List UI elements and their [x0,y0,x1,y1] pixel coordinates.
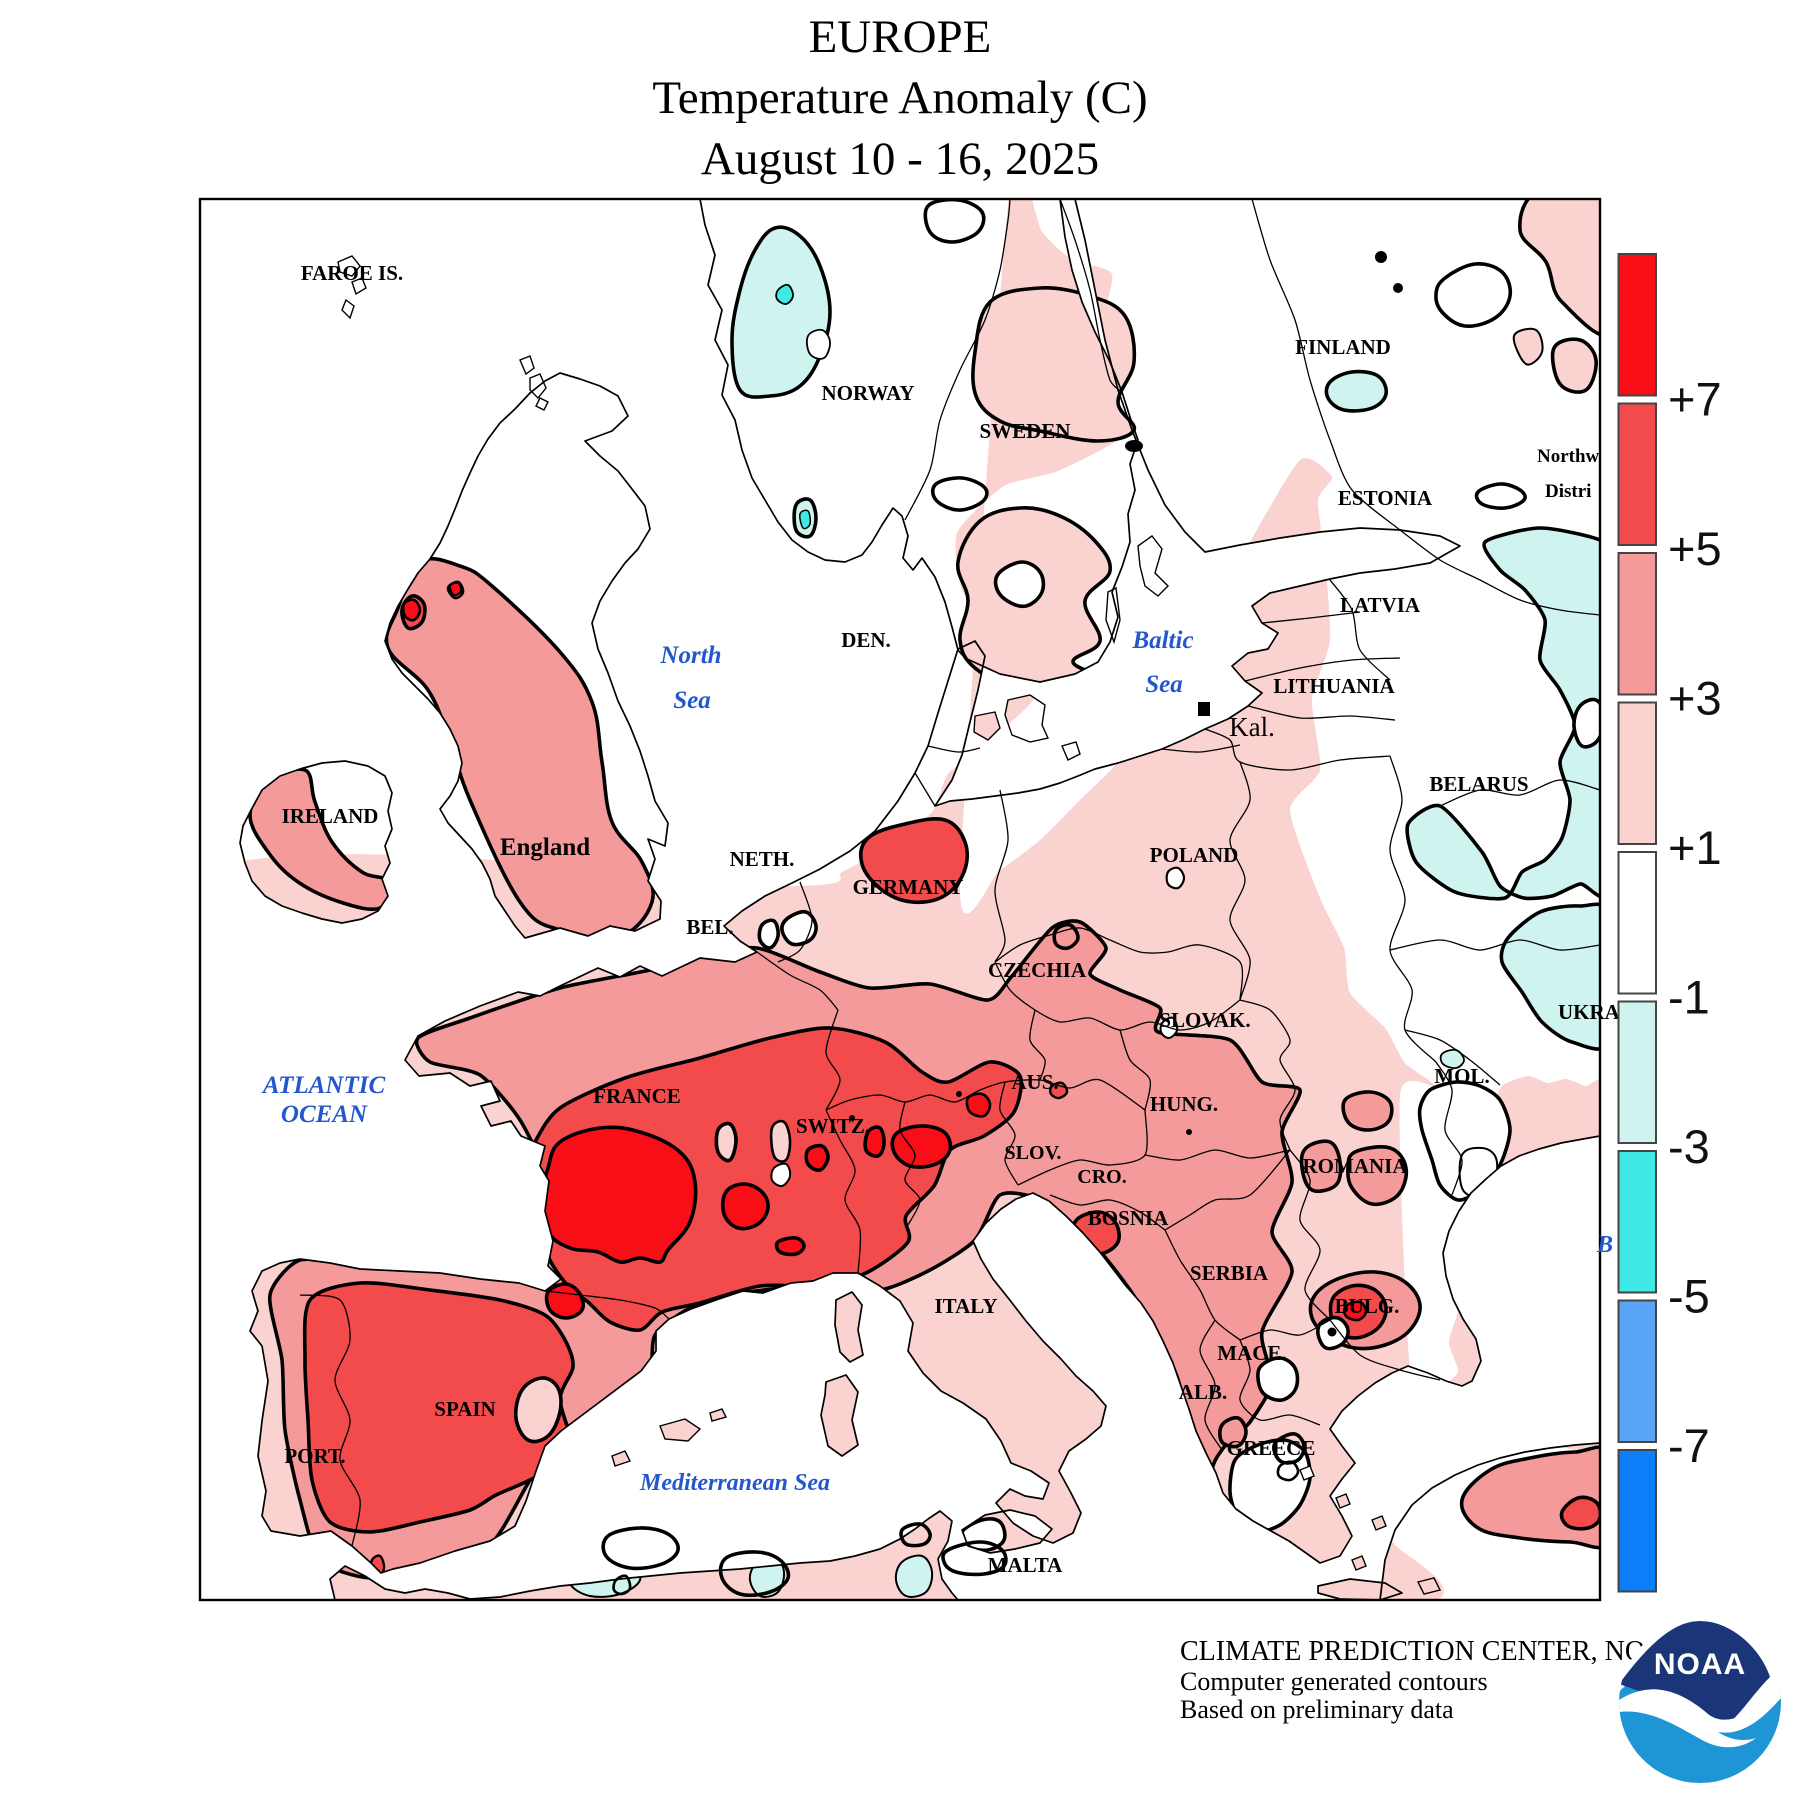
svg-text:FRANCE: FRANCE [593,1084,681,1108]
svg-text:FAROE IS.: FAROE IS. [301,261,403,285]
svg-text:MOL.: MOL. [1434,1064,1489,1088]
svg-text:SLOVAK.: SLOVAK. [1159,1008,1250,1032]
svg-text:GERMANY: GERMANY [853,875,964,899]
svg-text:OCEAN: OCEAN [281,1101,368,1128]
svg-text:IRELAND: IRELAND [282,804,379,828]
svg-text:PORT.: PORT. [284,1444,345,1468]
svg-text:Mediterranean Sea: Mediterranean Sea [639,1470,830,1496]
svg-text:SPAIN: SPAIN [434,1397,495,1421]
svg-text:-7: -7 [1668,1419,1710,1472]
svg-text:-1: -1 [1668,971,1710,1024]
svg-text:NOAA: NOAA [1654,1648,1746,1681]
svg-text:MACE.: MACE. [1217,1341,1286,1365]
svg-text:LITHUANIA: LITHUANIA [1273,674,1395,698]
svg-text:DEN.: DEN. [841,628,891,652]
svg-text:Baltic: Baltic [1131,627,1193,654]
svg-text:Sea: Sea [673,687,711,714]
svg-text:-5: -5 [1668,1270,1710,1323]
svg-text:BEL.: BEL. [686,915,733,939]
svg-text:CZECHIA: CZECHIA [988,958,1087,982]
svg-text:NETH.: NETH. [730,847,795,871]
svg-text:+7: +7 [1668,373,1722,426]
svg-text:Northw: Northw [1537,446,1600,467]
svg-text:SWEDEN: SWEDEN [979,419,1070,443]
svg-text:-3: -3 [1668,1120,1710,1173]
svg-text:ALB.: ALB. [1179,1380,1227,1404]
svg-text:ATLANTIC: ATLANTIC [261,1072,386,1099]
svg-text:ESTONIA: ESTONIA [1338,486,1433,510]
svg-text:AUS.: AUS. [1011,1070,1058,1094]
svg-text:BULG.: BULG. [1335,1294,1400,1318]
svg-text:LATVIA: LATVIA [1340,593,1421,617]
svg-text:ITALY: ITALY [934,1294,997,1318]
svg-text:FINLAND: FINLAND [1295,335,1391,359]
svg-text:August 10 - 16, 2025: August 10 - 16, 2025 [701,133,1099,185]
svg-text:Kal.: Kal. [1229,712,1275,742]
svg-text:HUNG.: HUNG. [1150,1092,1218,1116]
svg-text:B: B [1596,1232,1613,1258]
svg-text:SWITZ.: SWITZ. [796,1114,870,1138]
svg-text:Computer generated contours: Computer generated contours [1180,1667,1488,1696]
svg-text:Based on preliminary data: Based on preliminary data [1180,1695,1454,1724]
svg-text:BOSNIA: BOSNIA [1088,1206,1169,1230]
svg-text:Sea: Sea [1145,671,1183,698]
svg-text:BELARUS: BELARUS [1429,772,1528,796]
svg-text:MALTA: MALTA [988,1553,1064,1577]
svg-text:Distri: Distri [1545,481,1591,502]
svg-text:SERBIA: SERBIA [1190,1261,1269,1285]
svg-text:+3: +3 [1668,672,1722,725]
svg-text:North: North [659,642,721,669]
svg-text:ROMANIA: ROMANIA [1303,1154,1409,1178]
svg-text:CLIMATE PREDICTION CENTER, NOA: CLIMATE PREDICTION CENTER, NOAA [1180,1636,1686,1667]
svg-text:CRO.: CRO. [1077,1166,1126,1188]
svg-text:+1: +1 [1668,821,1722,874]
svg-text:EUROPE: EUROPE [809,11,992,63]
svg-text:England: England [500,834,590,861]
svg-text:POLAND: POLAND [1150,843,1239,867]
svg-text:SLOV.: SLOV. [1005,1142,1062,1164]
svg-text:GREECE: GREECE [1227,1436,1316,1460]
svg-text:+5: +5 [1668,522,1722,575]
svg-text:NORWAY: NORWAY [821,381,914,405]
svg-text:Temperature Anomaly (C): Temperature Anomaly (C) [652,72,1147,124]
